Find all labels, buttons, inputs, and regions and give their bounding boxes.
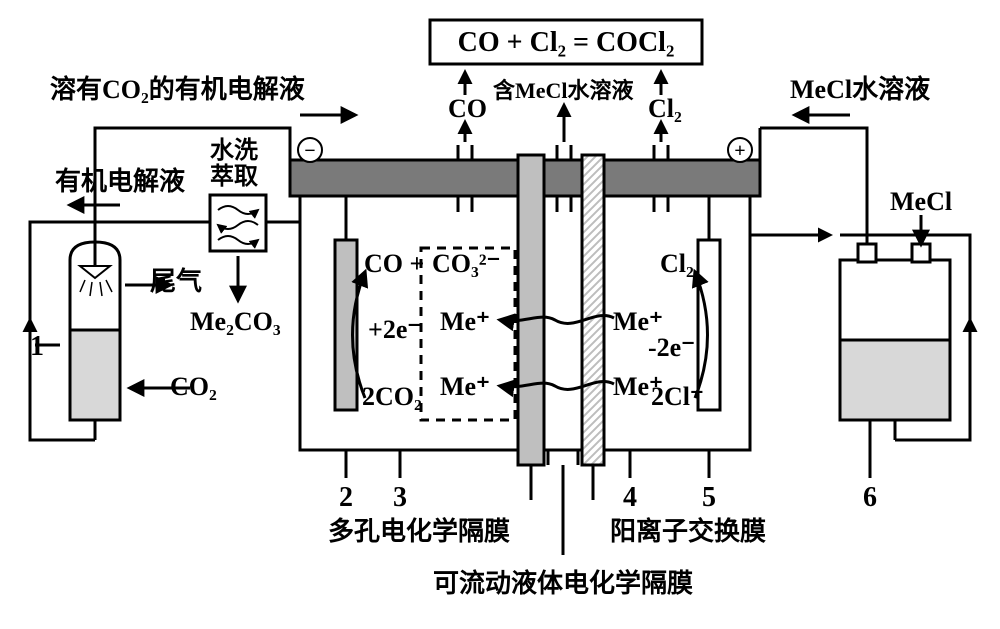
num-6: 6 — [863, 482, 877, 513]
num-2: 2 — [339, 482, 353, 513]
electrochemical-diagram: CO + Cl₂ = COCl₂ 溶有CO₂的有机电解液 MeCl水溶液 CO … — [0, 0, 1000, 624]
cation-membrane — [582, 155, 604, 465]
txt-me1: Me⁺ — [440, 307, 490, 336]
label-cation: 阳离子交换膜 — [610, 516, 766, 546]
num-4: 4 — [623, 482, 637, 513]
wash-box — [210, 195, 266, 251]
porous-membrane — [518, 155, 544, 465]
txt-me3: Me⁺ — [613, 307, 663, 336]
label-cl2: Cl₂ — [648, 94, 682, 123]
label-right-flow: MeCl水溶液 — [790, 74, 930, 104]
pipe-header-to-vessel6 — [760, 128, 867, 244]
label-me2co3: Me₂CO₃ — [190, 307, 281, 336]
num-1: 1 — [30, 331, 44, 362]
label-mecl: MeCl — [890, 187, 952, 216]
txt-me2: Me⁺ — [440, 372, 490, 401]
txt-co3: CO₃²⁻ — [432, 249, 500, 278]
label-organic-elec: 有机电解液 — [55, 167, 185, 196]
txt-plus2e: +2e⁻ — [368, 315, 421, 344]
label-wash: 水洗萃取 — [210, 137, 258, 190]
label-mid-sol: 含MeCl水溶液 — [493, 78, 634, 103]
svg-text:+: + — [734, 140, 745, 162]
label-tailgas: 尾气 — [150, 266, 202, 296]
label-co: CO — [448, 94, 487, 123]
vessel-1 — [70, 242, 120, 440]
txt-minus2e: -2e⁻ — [648, 333, 695, 362]
num-3: 3 — [393, 482, 407, 513]
txt-cl2-cell: Cl₂ — [660, 249, 694, 278]
equation-text: CO + Cl₂ = COCl₂ — [458, 27, 675, 58]
label-flowable: 可流动液体电化学隔膜 — [433, 568, 693, 598]
txt-co-plus: CO + — [364, 249, 424, 278]
label-porous: 多孔电化学隔膜 — [328, 516, 510, 546]
num-5: 5 — [702, 482, 716, 513]
svg-text:−: − — [304, 140, 315, 162]
txt-2co2: 2CO₂ — [362, 382, 422, 411]
label-left-flow: 溶有CO₂的有机电解液 — [50, 74, 305, 104]
vessel-6 — [840, 244, 950, 440]
